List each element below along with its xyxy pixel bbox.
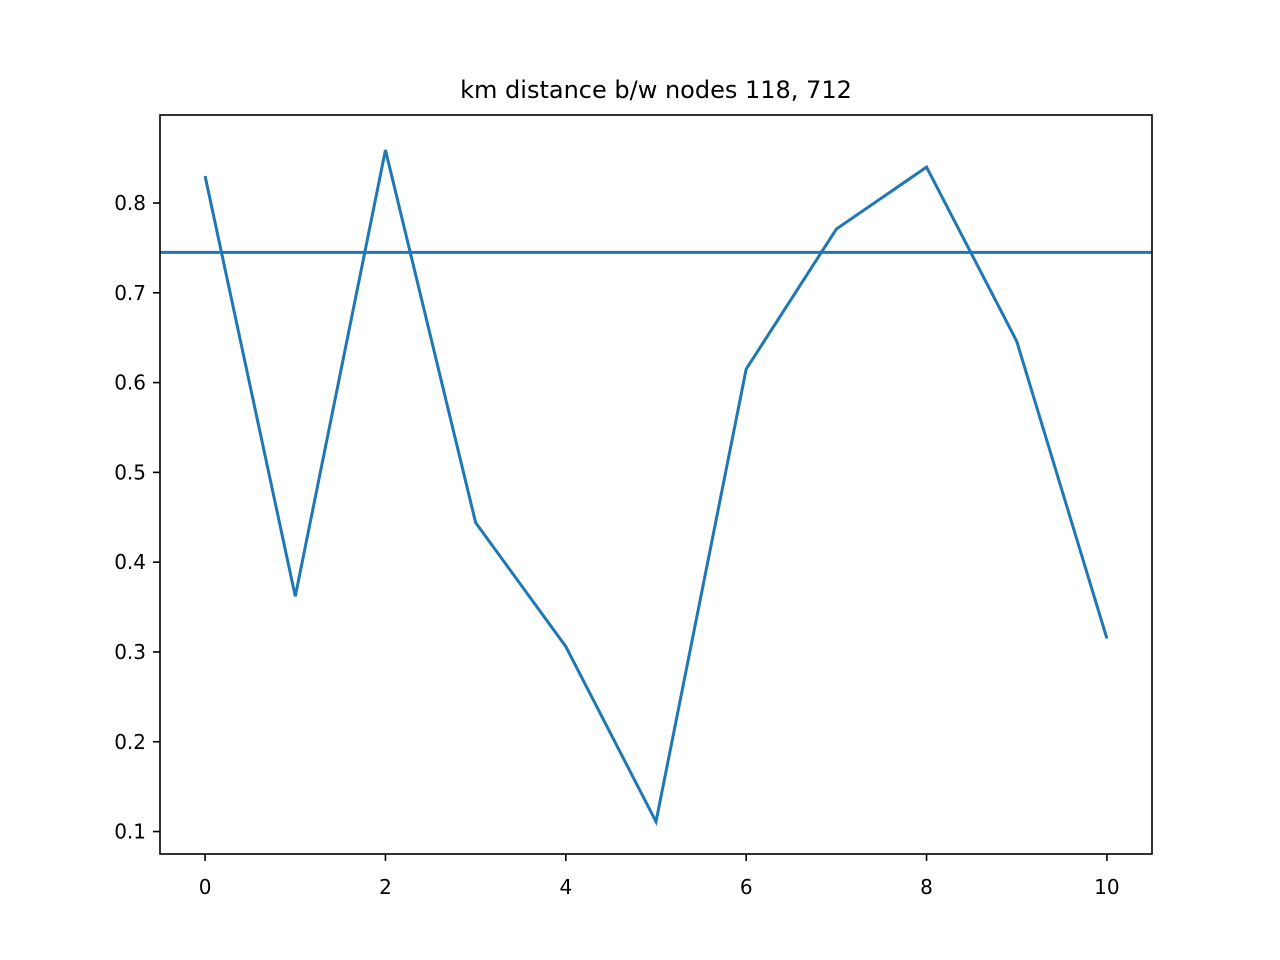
y-tick-label: 0.1: [114, 820, 146, 844]
x-tick-label: 6: [740, 875, 753, 899]
y-tick-label: 0.4: [114, 550, 146, 574]
chart-title: km distance b/w nodes 118, 712: [460, 76, 852, 104]
y-tick-label: 0.6: [114, 371, 146, 395]
x-tick-label: 8: [920, 875, 933, 899]
y-tick-label: 0.5: [114, 460, 146, 484]
x-tick-label: 2: [379, 875, 392, 899]
x-axis: 0 2 4 6 8 10: [199, 854, 1120, 899]
y-tick-label: 0.2: [114, 730, 146, 754]
series-line-0: [203, 149, 1109, 827]
x-tick-label: 4: [559, 875, 572, 899]
y-axis: 0.1 0.2 0.3 0.4 0.5 0.6 0.7 0.8: [114, 191, 160, 844]
y-tick-label: 0.8: [114, 191, 146, 215]
y-tick-label: 0.7: [114, 281, 146, 305]
plot-area: [160, 149, 1152, 827]
y-tick-label: 0.3: [114, 640, 146, 664]
x-tick-label: 0: [199, 875, 212, 899]
plot-frame: [159, 114, 1153, 855]
x-tick-label: 10: [1094, 875, 1119, 899]
